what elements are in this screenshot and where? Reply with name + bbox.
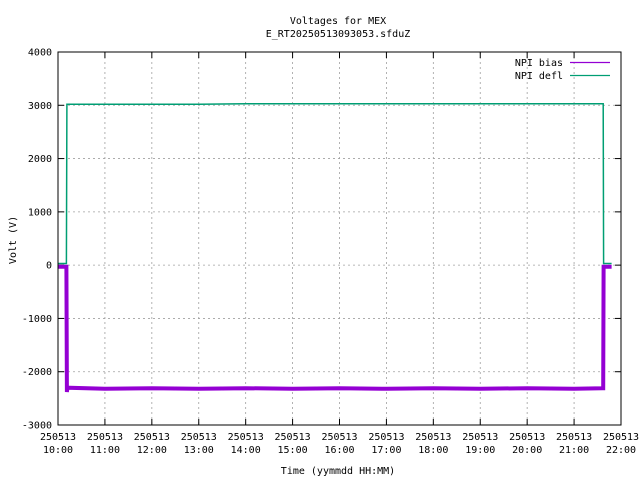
x-tick-label-time: 18:00 bbox=[418, 445, 448, 456]
data-series bbox=[58, 102, 612, 393]
x-tick-label-date: 250513 bbox=[509, 432, 545, 443]
x-tick-label-time: 20:00 bbox=[512, 445, 542, 456]
y-tick-label: 2000 bbox=[28, 154, 52, 165]
x-tick-label-time: 16:00 bbox=[324, 445, 354, 456]
x-tick-label-time: 13:00 bbox=[184, 445, 214, 456]
x-tick-labels: 250513 10:00 250513 11:00 250513 12:00 250513 1… bbox=[40, 432, 639, 456]
x-tick-label-time: 10:00 bbox=[43, 445, 73, 456]
x-tick-label-date: 250513 bbox=[134, 432, 170, 443]
x-tick-label-time: 15:00 bbox=[278, 445, 308, 456]
x-tick-label-date: 250513 bbox=[275, 432, 311, 443]
y-tick-label: -2000 bbox=[22, 367, 52, 378]
series-line-npi-defl bbox=[58, 102, 612, 265]
x-tick-label-time: 14:00 bbox=[231, 445, 261, 456]
x-tick-label-time: 11:00 bbox=[90, 445, 120, 456]
x-tick-label-time: 17:00 bbox=[371, 445, 401, 456]
x-tick-label-time: 22:00 bbox=[606, 445, 636, 456]
x-tick-label-date: 250513 bbox=[181, 432, 217, 443]
x-axis-label: Time (yymmdd HH:MM) bbox=[281, 466, 395, 477]
x-tick-label-date: 250513 bbox=[603, 432, 639, 443]
legend-label: NPI defl bbox=[515, 71, 563, 82]
y-tick-labels: -3000 -2000 -1000 0 1000 2000 3000 4000 bbox=[22, 48, 52, 432]
y-tick-label: 3000 bbox=[28, 101, 52, 112]
x-tick-label-date: 250513 bbox=[87, 432, 123, 443]
x-tick-label-date: 250513 bbox=[462, 432, 498, 443]
x-tick-label-date: 250513 bbox=[368, 432, 404, 443]
y-tick-label: 4000 bbox=[28, 48, 52, 59]
x-tick-label-date: 250513 bbox=[228, 432, 264, 443]
y-tick-label: 0 bbox=[46, 261, 52, 272]
plot-frame bbox=[57, 51, 622, 426]
y-tick-label: -1000 bbox=[22, 314, 52, 325]
series-line-npi-bias bbox=[58, 264, 612, 393]
x-tick-label-date: 250513 bbox=[415, 432, 451, 443]
x-tick-label-date: 250513 bbox=[40, 432, 76, 443]
x-tick-label-time: 21:00 bbox=[559, 445, 589, 456]
x-tick-label-date: 250513 bbox=[321, 432, 357, 443]
y-axis-label: Volt (V) bbox=[8, 216, 19, 264]
legend: NPI bias NPI defl bbox=[515, 58, 610, 82]
y-tick-label: 1000 bbox=[28, 207, 52, 218]
x-tick-label-time: 19:00 bbox=[465, 445, 495, 456]
chart-title: Voltages for MEX bbox=[290, 16, 386, 27]
chart-subtitle: E_RT20250513093053.sfduZ bbox=[266, 29, 411, 40]
y-tick-label: -3000 bbox=[22, 421, 52, 432]
x-tick-label-date: 250513 bbox=[556, 432, 592, 443]
legend-label: NPI bias bbox=[515, 58, 563, 69]
grid-lines bbox=[58, 52, 621, 425]
x-tick-label-time: 12:00 bbox=[137, 445, 167, 456]
